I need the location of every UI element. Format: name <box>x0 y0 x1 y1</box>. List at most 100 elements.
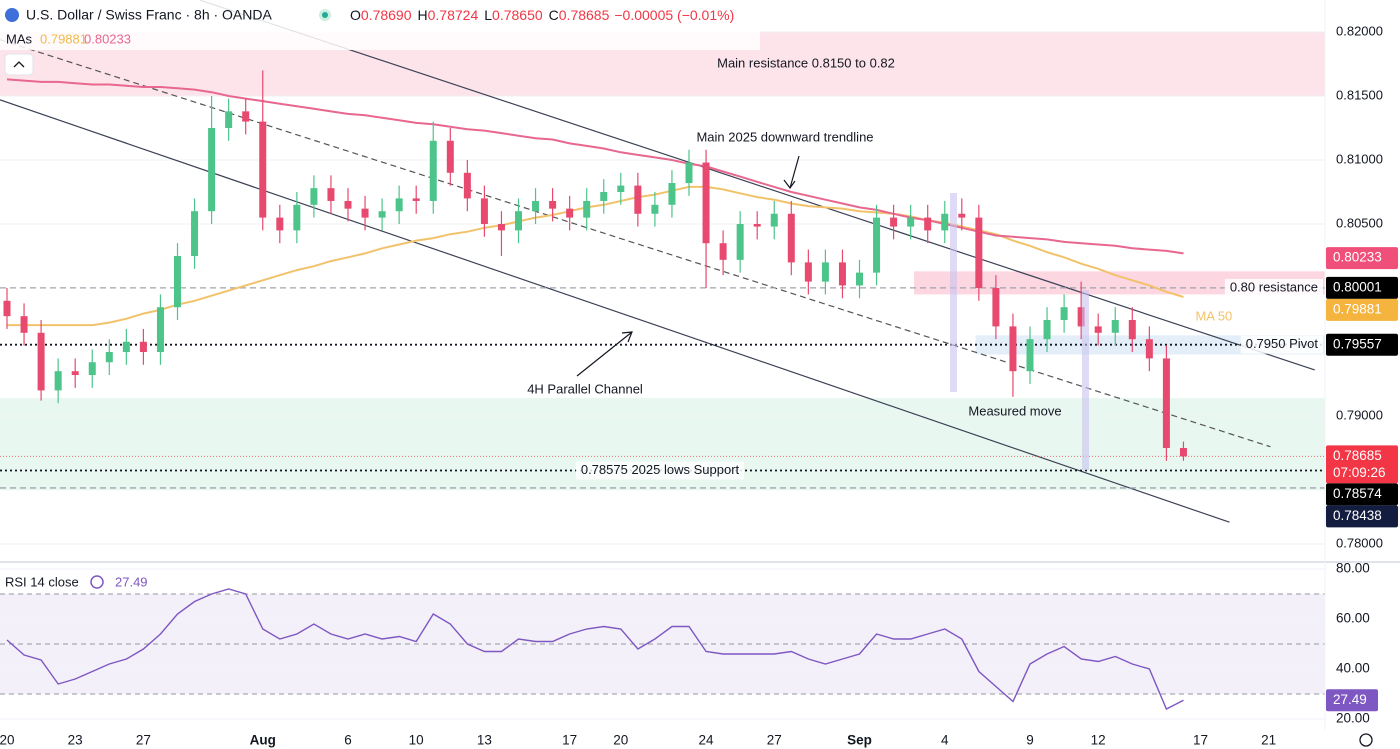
x-tick-label: Sep <box>847 733 872 748</box>
candle-body <box>1162 358 1170 448</box>
zone-label: Main resistance 0.8150 to 0.82 <box>717 55 895 70</box>
price-label-box <box>1326 298 1398 321</box>
candle-body <box>651 204 659 214</box>
symbol-icon <box>5 8 19 22</box>
candle-body <box>463 172 471 199</box>
candle-body <box>1094 326 1102 333</box>
rsi-pane <box>0 568 1325 720</box>
candle-body <box>753 224 761 227</box>
candle-body <box>804 262 812 282</box>
candle-body <box>293 204 301 231</box>
x-tick-label: 21 <box>1261 733 1276 748</box>
candle-body <box>856 272 863 286</box>
x-tick-label: 27 <box>136 733 151 748</box>
candle-body <box>208 128 216 212</box>
candle-body <box>344 200 352 209</box>
trendline <box>0 99 1230 523</box>
y-tick-label: 80.00 <box>1336 561 1370 576</box>
settings-icon[interactable] <box>1359 733 1373 747</box>
ohlc-value: 0.78685 <box>559 7 610 23</box>
candle-body <box>702 162 710 244</box>
candle-body <box>924 217 932 231</box>
price-label: 0.78574 <box>1333 486 1382 501</box>
countdown: 07:09:26 <box>1333 465 1386 480</box>
candle-body <box>378 211 386 218</box>
candle-body <box>276 217 284 231</box>
candle-body <box>88 362 96 376</box>
zone <box>914 271 1325 295</box>
candle-body <box>583 200 591 218</box>
price-label-box <box>1326 247 1398 270</box>
price-label: 0.78438 <box>1333 508 1382 523</box>
y-tick-label: 0.78000 <box>1336 535 1383 550</box>
ohlc-key: L <box>484 7 492 23</box>
price-label: 0.79881 <box>1333 301 1382 316</box>
level-label: 0.7950 Pivot <box>1246 336 1319 351</box>
level-label: 0.80 resistance <box>1230 279 1318 294</box>
candle-body <box>1043 320 1051 340</box>
trendline <box>199 0 1315 371</box>
annotation: Measured move <box>968 403 1061 418</box>
arrow <box>783 155 800 190</box>
price-label-box <box>1326 445 1398 484</box>
candle-body <box>259 121 267 218</box>
ohlc-value: 0.78650 <box>492 7 543 23</box>
candle-body <box>787 213 795 263</box>
header-bg <box>0 0 760 50</box>
price-label: 0.78685 <box>1333 448 1382 463</box>
candle-body <box>890 217 898 227</box>
candle-body <box>941 213 949 231</box>
collapse-button[interactable] <box>4 53 34 76</box>
y-tick-label: 0.81500 <box>1336 87 1383 102</box>
candle-body <box>668 183 676 205</box>
x-tick-label: 17 <box>1193 733 1208 748</box>
candle-body <box>975 217 983 288</box>
rsi-label: 27.49 <box>1333 692 1367 707</box>
ma-value: 0.79881 <box>40 31 87 46</box>
price-label-box <box>1326 276 1398 299</box>
rsi-value: 27.49 <box>115 574 148 589</box>
market-status-dot <box>322 12 328 18</box>
ma-line-label: MA 50 <box>1195 308 1232 323</box>
candle-body <box>174 256 181 308</box>
candle-body <box>600 192 608 201</box>
candle-body <box>634 185 642 214</box>
ohlc-key: H <box>418 7 428 23</box>
candle-body <box>122 341 130 352</box>
y-tick-label: 20.00 <box>1336 711 1370 726</box>
x-tick-label: 10 <box>409 733 424 748</box>
ma-label: MAs <box>6 31 33 46</box>
x-tick-label: 24 <box>699 733 715 748</box>
x-tick-label: 20 <box>613 733 628 748</box>
candle-body <box>20 316 28 333</box>
x-tick-label: 23 <box>68 733 83 748</box>
candle-body <box>685 162 693 184</box>
arrow <box>576 331 633 377</box>
candle-body <box>156 307 164 352</box>
y-tick-label: 0.79000 <box>1336 407 1383 422</box>
candle-body <box>105 352 113 363</box>
ma-value: 0.80233 <box>84 31 131 46</box>
candle-body <box>1026 339 1034 372</box>
x-tick-label: 13 <box>477 733 492 748</box>
candle-body <box>54 371 62 391</box>
x-tick-label: 12 <box>1091 733 1106 748</box>
candle-body <box>907 217 915 227</box>
symbol-title: U.S. Dollar / Swiss Franc · 8h · OANDA <box>26 7 272 23</box>
rsi-title: RSI 14 close <box>5 574 79 589</box>
candle-body <box>992 288 1000 327</box>
candle-body <box>139 341 147 352</box>
candle-body <box>412 198 420 201</box>
annotation: 4H Parallel Channel <box>527 381 643 396</box>
candle-body <box>1060 307 1068 320</box>
price-label-box <box>1326 483 1398 506</box>
level-label: 0.78575 2025 lows Support <box>581 462 740 477</box>
y-tick-label: 60.00 <box>1336 611 1370 626</box>
x-tick-label: 20 <box>0 733 15 748</box>
candle-body <box>37 332 45 391</box>
x-tick-label: Aug <box>250 733 276 748</box>
candle-body <box>361 208 369 218</box>
ohlc-key: C <box>549 7 559 23</box>
x-tick-label: 6 <box>344 733 352 748</box>
candle-body <box>480 198 488 224</box>
